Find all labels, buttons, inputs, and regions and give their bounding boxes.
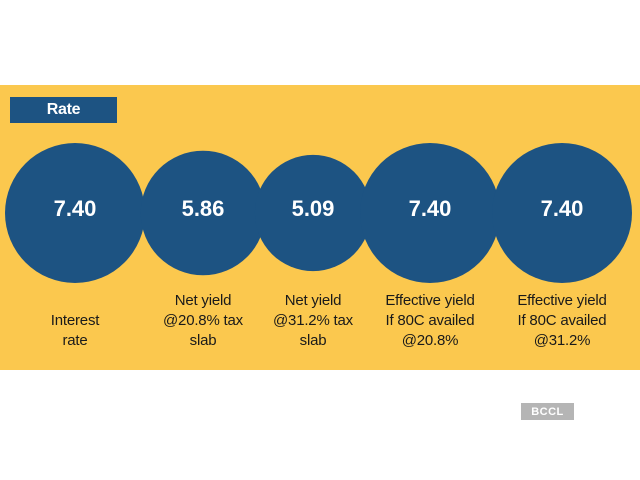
bubble-value-4: 7.40 <box>409 196 452 221</box>
category-label-1: Interest rate <box>10 311 140 351</box>
category-label-line: Effective yield <box>385 292 475 309</box>
category-label-line: If 80C availed <box>517 312 607 329</box>
category-label-line: @20.8% tax <box>163 312 243 329</box>
bubble-4 <box>360 143 500 283</box>
bubble-value-2: 5.86 <box>182 196 225 221</box>
chart-tag-rate: Rate <box>10 97 117 123</box>
category-label-line: Interest <box>50 312 100 329</box>
category-label-4: Effective yield If 80C availed @20.8% <box>365 291 495 351</box>
category-label-line: Net yield <box>174 292 232 309</box>
bubble-value-3: 5.09 <box>292 196 335 221</box>
bubble-1 <box>5 143 145 283</box>
category-label-line: @20.8% <box>401 332 459 349</box>
bubble-5 <box>492 143 632 283</box>
category-label-2: Net yield @20.8% tax slab <box>138 291 268 351</box>
bubble-3 <box>254 154 372 272</box>
category-label-line: @31.2% tax <box>273 312 353 329</box>
category-label-line: slab <box>299 332 327 349</box>
category-label-line: slab <box>189 332 217 349</box>
bubble-value-1: 7.40 <box>54 196 97 221</box>
category-label-line: @31.2% <box>533 332 591 349</box>
bccl-watermark: BCCL <box>521 403 574 420</box>
category-label-line: Net yield <box>284 292 342 309</box>
category-label-3: Net yield @31.2% tax slab <box>248 291 378 351</box>
category-label-line: If 80C availed <box>385 312 475 329</box>
category-label-line: rate <box>62 332 88 349</box>
bubble-value-5: 7.40 <box>541 196 584 221</box>
category-label-line: Effective yield <box>517 292 607 309</box>
category-label-5: Effective yield If 80C availed @31.2% <box>497 291 627 351</box>
bubble-2 <box>140 150 266 276</box>
